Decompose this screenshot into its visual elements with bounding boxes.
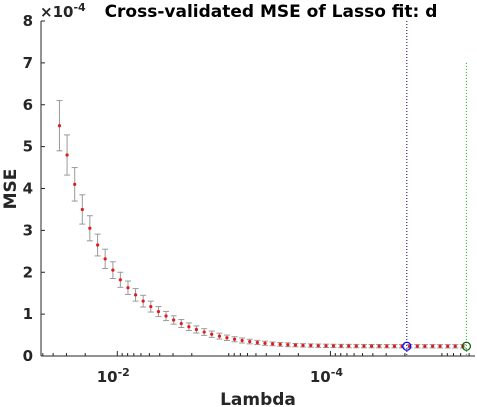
data-point [96,243,100,247]
data-point [362,344,366,348]
data-point [179,321,183,326]
chart-title: Cross-validated MSE of Lasso fit: d [105,2,438,22]
data-point [423,344,427,348]
data-points [57,124,471,351]
data-point [438,344,442,348]
data-point [141,299,145,303]
y-axis-exponent: ×10-4 [40,1,86,21]
data-point [293,343,298,347]
data-point [446,344,450,348]
axes: 0 1 2 3 4 5 6 7 8 10-2 10-4 [23,12,475,386]
data-point [430,344,435,348]
data-point [111,268,115,272]
data-point [309,343,313,348]
data-point [65,153,69,157]
y-tick-label: 7 [23,54,33,72]
plot-area [41,21,475,356]
data-point [88,226,92,230]
data-point [240,338,244,343]
data-point [255,340,259,345]
data-point [73,182,77,186]
data-point [347,344,351,348]
data-point [278,342,282,346]
plot-background [41,21,475,356]
x-axis-label: Lambda [220,390,296,407]
data-point [339,344,343,348]
data-point [270,342,275,346]
data-point [248,339,252,344]
data-point [103,257,107,261]
data-point [331,344,336,348]
data-point [286,343,290,347]
highlight-circle [461,341,471,351]
data-point [210,332,214,336]
x-tick-label: 10-4 [310,366,343,386]
data-point [172,318,176,322]
y-axis-label: MSE [1,169,21,210]
data-point [133,293,138,297]
y-tick-label: 2 [23,263,33,281]
y-tick-label: 1 [23,305,33,323]
data-point [301,343,305,347]
data-point [354,344,358,348]
data-point [377,344,381,348]
data-point [164,314,168,318]
x-tick-label: 10-2 [97,366,130,386]
y-tick-label: 5 [23,138,33,156]
data-point [57,124,62,128]
data-point [453,344,457,348]
y-tick-label: 6 [23,96,33,114]
data-point [149,304,153,309]
y-tick-label: 8 [23,12,33,30]
data-point [194,327,199,332]
data-point [118,278,122,282]
data-point [415,344,419,348]
highlight-circle [402,341,412,351]
data-point [225,336,229,340]
data-point [392,344,397,348]
data-point [126,286,130,290]
data-point [263,341,267,345]
y-tick-label: 3 [23,221,33,239]
data-point [156,310,161,314]
data-point [369,344,374,348]
data-point [316,344,320,348]
y-tick-label: 0 [23,347,33,365]
data-point [232,337,237,341]
data-point [202,330,206,334]
data-point [217,334,222,338]
data-point [324,344,328,348]
data-point [80,207,84,212]
y-tick-label: 4 [23,180,33,198]
data-point [187,325,191,329]
data-point [385,344,389,348]
